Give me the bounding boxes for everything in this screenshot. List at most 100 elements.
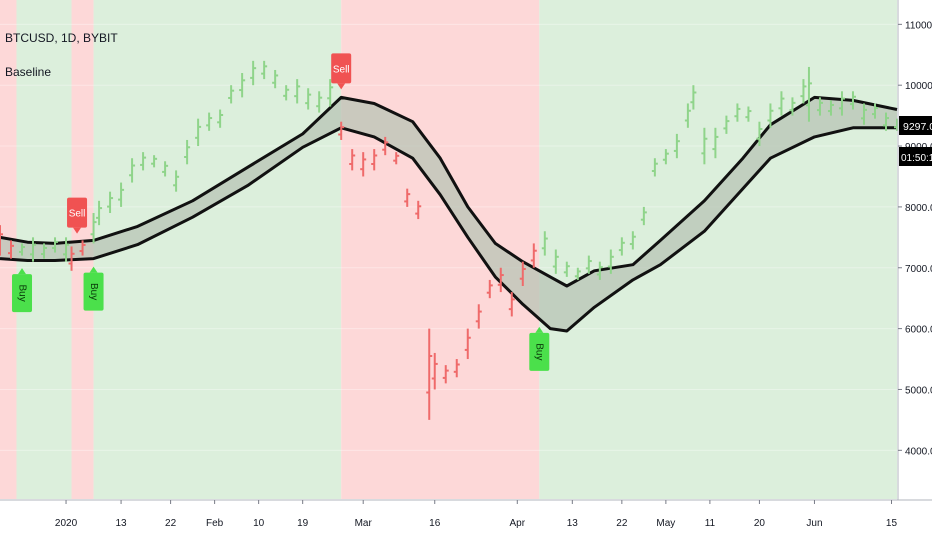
symbol-legend[interactable]: BTCUSD, 1D, BYBIT	[5, 31, 118, 45]
price-bar	[701, 127, 708, 165]
price-bar	[800, 79, 807, 104]
regime-background	[0, 0, 897, 499]
price-bar	[371, 149, 378, 171]
buy-marker-pointer	[89, 266, 98, 273]
price-tick-label: 10000.0	[905, 81, 932, 92]
price-bar	[316, 91, 323, 113]
sell-marker-pointer	[73, 227, 82, 234]
price-bar	[426, 328, 433, 420]
price-bar	[882, 112, 889, 131]
price-bar	[712, 127, 719, 159]
time-tick-label: 2020	[55, 518, 78, 529]
buy-marker-label: Buy	[88, 283, 99, 300]
time-tick-label: Mar	[355, 518, 373, 529]
sell-marker-box	[67, 197, 88, 228]
sell-marker-label: Sell	[69, 209, 86, 220]
time-tick-label: 16	[429, 518, 441, 529]
price-bar	[552, 249, 559, 274]
price-bar	[871, 103, 878, 119]
price-bar	[431, 352, 438, 390]
indicator-legend[interactable]: Baseline	[5, 65, 52, 79]
buy-marker-label: Buy	[534, 343, 545, 360]
price-bar	[607, 249, 614, 274]
price-axis-panel[interactable]	[898, 0, 932, 500]
price-bar	[767, 103, 774, 128]
price-tick-label: 5000.0	[905, 385, 932, 396]
price-bar	[393, 152, 400, 165]
price-bar	[52, 237, 59, 253]
price-tick-label: 4000.0	[905, 446, 932, 457]
price-bar	[789, 97, 796, 116]
regime-bearish	[341, 0, 540, 499]
baseline-lower-line	[0, 126, 897, 333]
price-bar	[453, 359, 460, 378]
price-bar	[530, 243, 537, 268]
price-bar	[849, 91, 856, 110]
time-tick-label: 13	[116, 518, 128, 529]
last-price-label: 9297.0	[899, 116, 932, 135]
price-bar	[596, 261, 603, 280]
time-tick-label: 11	[705, 518, 716, 529]
regime-bullish	[93, 0, 342, 499]
price-bar	[497, 267, 504, 293]
price-bar	[140, 152, 147, 171]
price-bar	[195, 118, 202, 147]
price-bar	[68, 246, 75, 271]
price-bar	[574, 267, 581, 280]
price-bar	[63, 237, 70, 262]
price-bar	[151, 155, 158, 168]
price-tick-label: 8000.0	[905, 203, 932, 214]
regime-bullish	[539, 0, 897, 499]
price-bar	[629, 231, 636, 250]
baseline-upper-line	[0, 95, 898, 288]
countdown-label: 01:50:11	[899, 147, 932, 166]
price-bar	[228, 85, 235, 104]
time-tick-label: 22	[616, 518, 628, 529]
price-bar	[0, 225, 3, 256]
price-bar	[206, 112, 213, 131]
buy-marker-pointer	[535, 326, 544, 333]
last-price-value: 9297.0	[903, 121, 932, 133]
price-bar	[662, 149, 669, 165]
price-bar	[618, 237, 625, 256]
price-bar	[327, 79, 334, 107]
price-bar	[508, 292, 515, 317]
price-bar	[838, 91, 845, 116]
time-tick-label: 13	[567, 518, 579, 529]
sell-marker-box	[331, 53, 352, 84]
price-bar	[541, 231, 548, 256]
price-bar	[640, 206, 647, 226]
price-bar	[129, 158, 136, 183]
price-bar	[90, 212, 97, 244]
price-bar	[563, 261, 570, 277]
sell-signal: Sell	[331, 53, 352, 90]
time-axis-ticks: 2020 13 22 Feb 10 19 Mar 16 Apr 13 22 May 11 20 Jun 15	[55, 500, 897, 529]
price-bar	[96, 200, 103, 226]
price-bar	[283, 85, 290, 101]
price-bar	[19, 243, 26, 256]
time-tick-label: Apr	[510, 518, 526, 529]
buy-signal: Buy	[529, 326, 550, 371]
price-bar	[250, 60, 257, 86]
price-bar	[486, 279, 493, 299]
price-bar	[162, 161, 169, 177]
price-bar	[475, 304, 482, 329]
price-bar	[184, 139, 191, 165]
price-bar	[107, 191, 114, 213]
time-tick-label: 20	[754, 518, 766, 529]
price-bar	[217, 109, 224, 128]
price-bar	[41, 243, 48, 259]
price-bar	[442, 365, 449, 384]
price-bar	[860, 103, 867, 125]
price-bar	[118, 182, 125, 207]
price-bar	[684, 103, 691, 128]
price-bar	[519, 261, 526, 287]
price-bar	[239, 73, 246, 98]
time-tick-label: Jun	[806, 518, 822, 529]
buy-signal: Buy	[83, 266, 104, 311]
time-axis-panel[interactable]	[0, 500, 932, 550]
time-tick-label: 19	[297, 518, 309, 529]
buy-marker-pointer	[18, 268, 27, 275]
price-bar	[651, 158, 658, 177]
